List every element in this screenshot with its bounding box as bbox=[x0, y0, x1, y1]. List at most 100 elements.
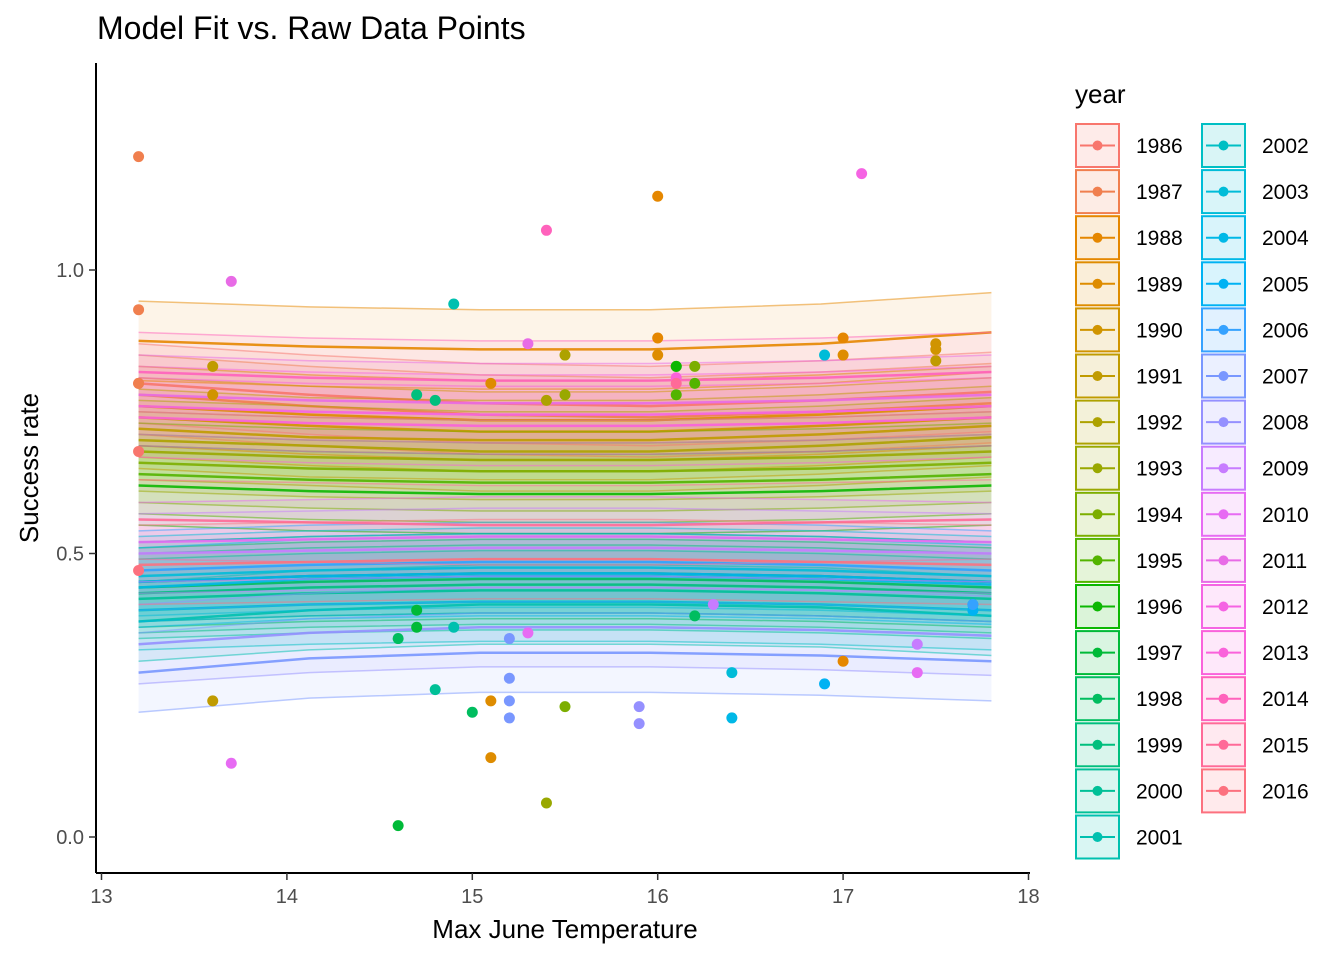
legend-item-2006: 2006 bbox=[1201, 307, 1309, 353]
y-axis-ticks: 0.0 0.5 1.0 bbox=[56, 260, 96, 849]
chart-title: Model Fit vs. Raw Data Points bbox=[97, 10, 526, 46]
legend-label: 2002 bbox=[1262, 135, 1309, 158]
fit-line-2013 bbox=[138, 416, 992, 428]
data-point-2001 bbox=[448, 621, 460, 633]
legend-key-point bbox=[1092, 463, 1103, 474]
legend-key-point bbox=[1218, 693, 1229, 704]
ribbon-lower-2004 bbox=[138, 615, 992, 628]
legend-key-point bbox=[1218, 371, 1229, 381]
data-point-1999 bbox=[429, 394, 441, 406]
legend-key-point bbox=[1218, 186, 1229, 197]
ribbon-upper-2003 bbox=[138, 527, 992, 538]
legend-key-point bbox=[1092, 601, 1103, 612]
data-point-2000 bbox=[429, 684, 441, 696]
legend-key-point bbox=[1218, 647, 1229, 658]
data-point-1994 bbox=[559, 701, 571, 713]
legend-label: 2013 bbox=[1262, 642, 1309, 665]
legend-item-1987: 1987 bbox=[1075, 169, 1183, 215]
legend-key-point bbox=[1092, 555, 1103, 566]
ribbon-upper-2009 bbox=[138, 507, 992, 515]
fit-line-1995 bbox=[138, 472, 992, 484]
fit-line-2012 bbox=[138, 404, 992, 416]
legend-label: 2006 bbox=[1262, 319, 1309, 342]
ribbon-lower-2007 bbox=[138, 691, 992, 714]
ribbon-lower-1993 bbox=[138, 490, 992, 501]
data-point-1987 bbox=[133, 304, 145, 316]
legend-label: 2014 bbox=[1262, 688, 1309, 711]
legend-label: 2007 bbox=[1262, 366, 1309, 389]
ribbon-lower-2011 bbox=[138, 433, 992, 444]
y-tick-label: 0.0 bbox=[56, 827, 84, 849]
data-point-1988 bbox=[837, 655, 849, 667]
data-point-2009 bbox=[911, 638, 923, 650]
legend-key-point bbox=[1218, 140, 1229, 151]
data-point-2012 bbox=[856, 168, 868, 180]
legend-item-2008: 2008 bbox=[1201, 399, 1309, 445]
fit-line-2007 bbox=[138, 651, 992, 674]
data-point-1989 bbox=[485, 377, 497, 389]
legend-item-1986: 1986 bbox=[1075, 123, 1183, 168]
ribbon-lower-2009 bbox=[138, 586, 992, 594]
fit-line-1992 bbox=[138, 436, 992, 453]
data-point-2001 bbox=[448, 298, 460, 310]
fit-line-1991 bbox=[138, 424, 992, 442]
legend-label: 2001 bbox=[1136, 827, 1183, 850]
legend-key-point bbox=[1092, 647, 1103, 658]
data-point-1997 bbox=[411, 621, 423, 633]
legend-item-2007: 2007 bbox=[1201, 353, 1309, 399]
data-point-1994 bbox=[689, 360, 701, 372]
x-axis-ticks: 13 14 15 16 17 18 bbox=[90, 873, 1040, 908]
data-point-2003 bbox=[726, 667, 738, 679]
legend-item-2004: 2004 bbox=[1201, 215, 1309, 261]
legend-item-1996: 1996 bbox=[1075, 584, 1183, 629]
data-point-1988 bbox=[652, 190, 664, 202]
legend-label: 2008 bbox=[1262, 412, 1309, 435]
legend-label: 2003 bbox=[1262, 181, 1309, 204]
ribbon-lower-1992 bbox=[138, 476, 992, 492]
ribbon-1994 bbox=[138, 423, 992, 511]
data-point-1998 bbox=[689, 610, 701, 622]
legend-item-2003: 2003 bbox=[1201, 169, 1309, 215]
ribbon-upper-1998 bbox=[138, 538, 992, 549]
ribbon-lower-2008 bbox=[138, 666, 992, 685]
ribbon-lower-1999 bbox=[138, 623, 992, 634]
x-tick-label: 16 bbox=[647, 886, 669, 908]
ribbon-lower-2006 bbox=[138, 600, 992, 611]
fit-line-2011 bbox=[138, 393, 992, 405]
data-point-2006 bbox=[967, 599, 979, 611]
fit-lines bbox=[138, 291, 992, 714]
legend-label: 1997 bbox=[1136, 642, 1183, 665]
legend-item-1999: 1999 bbox=[1075, 722, 1183, 768]
fit-line-2001 bbox=[138, 603, 992, 623]
data-point-1987 bbox=[133, 151, 145, 163]
ribbon-upper-2016 bbox=[138, 518, 992, 526]
ribbon-lower-2016 bbox=[138, 598, 992, 606]
ribbon-2013 bbox=[138, 377, 992, 466]
data-point-1992 bbox=[540, 394, 552, 406]
ribbon-upper-2014 bbox=[138, 331, 992, 342]
data-point-2008 bbox=[633, 718, 645, 730]
ribbon-2002 bbox=[138, 562, 992, 650]
data-point-1997 bbox=[392, 820, 404, 832]
legend-label: 1987 bbox=[1136, 181, 1183, 204]
legend-key-point bbox=[1218, 324, 1229, 335]
ribbon-upper-2006 bbox=[138, 521, 992, 532]
legend-label: 1992 bbox=[1136, 412, 1183, 435]
legend-key-point bbox=[1092, 417, 1103, 428]
data-point-1998 bbox=[392, 633, 404, 645]
fit-line-2016 bbox=[138, 557, 992, 567]
legend-label: 1991 bbox=[1136, 366, 1183, 389]
legend-key-point bbox=[1092, 785, 1103, 796]
legend-key-point bbox=[1218, 601, 1229, 612]
x-tick-label: 14 bbox=[276, 886, 298, 908]
data-point-2009 bbox=[707, 599, 719, 611]
ribbon-lower-2014 bbox=[138, 411, 992, 422]
data-point-1991 bbox=[207, 695, 219, 707]
data-point-2008 bbox=[633, 701, 645, 713]
ribbon-upper-2010 bbox=[138, 496, 992, 504]
data-point-2005 bbox=[819, 678, 831, 690]
legend-key-point bbox=[1092, 278, 1103, 289]
legend-key-point bbox=[1092, 509, 1103, 520]
fit-line-1996 bbox=[138, 484, 992, 496]
